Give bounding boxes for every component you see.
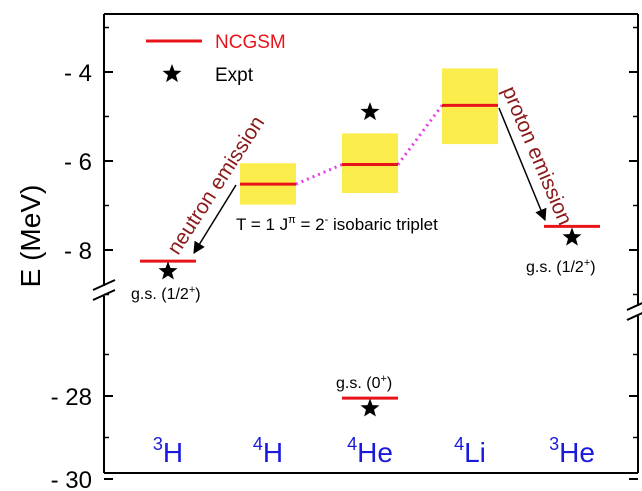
- proton-emission-arrow: [498, 107, 547, 222]
- y-tick-label: - 6: [64, 149, 92, 176]
- nucleus-labels: 3H 4H 4He 4Li 3He: [153, 434, 595, 468]
- y-tick-label: - 28: [51, 384, 92, 411]
- legend-expt-label: Expt: [215, 65, 254, 86]
- expt-star: [360, 102, 380, 121]
- dotted-connector: [295, 163, 343, 186]
- nucleus-label: 3He: [549, 434, 595, 468]
- dotted-connector: [396, 104, 444, 166]
- expt-star: [360, 398, 380, 417]
- y-axis-ticks: - 4 - 6 - 8 - 28 - 30: [51, 26, 638, 491]
- nucleus-label: 3H: [153, 434, 183, 468]
- legend-ncgsm-label: NCGSM: [215, 32, 286, 53]
- y-axis-label: E (MeV): [15, 185, 46, 288]
- y-tick-label: - 4: [64, 60, 92, 87]
- nucleus-label: 4Li: [454, 434, 486, 468]
- isobaric-triplet-label: T = 1 Jπ = 2- isobaric triplet: [236, 214, 438, 234]
- gs-label-3H: g.s. (1/2+): [131, 284, 201, 303]
- experimental-stars: [158, 102, 582, 417]
- axis-break-marks: [92, 279, 642, 321]
- legend: NCGSM Expt: [146, 32, 286, 86]
- gs-label-3He: g.s. (1/2+): [526, 257, 596, 276]
- y-tick-label: - 30: [51, 467, 92, 491]
- dotted-connectors: [295, 104, 444, 186]
- neutron-emission-arrow: [193, 184, 237, 255]
- expt-star: [562, 227, 582, 246]
- ncgsm-levels: [140, 103, 600, 400]
- proton-emission-label: proton emission: [497, 83, 576, 228]
- gs-label-4He: g.s. (0+): [336, 373, 392, 392]
- legend-expt-star: [162, 64, 182, 83]
- y-tick-label: - 8: [64, 238, 92, 265]
- expt-star: [158, 261, 178, 280]
- nucleus-label: 4H: [253, 434, 283, 468]
- nucleus-label: 4He: [347, 434, 393, 468]
